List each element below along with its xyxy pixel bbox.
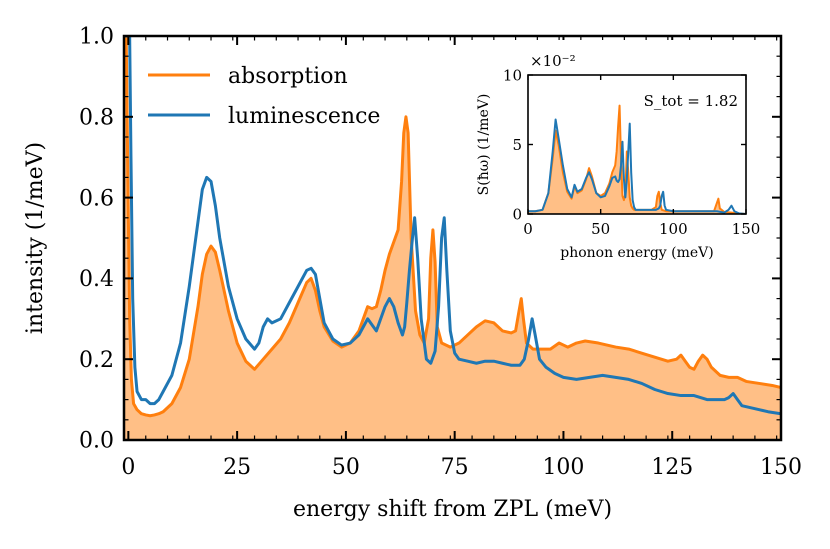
x-tick-label: 0 (121, 455, 135, 480)
x-tick-label: 100 (542, 455, 584, 480)
x-tick-label: 75 (441, 455, 469, 480)
absorption-line (124, 36, 781, 418)
y-tick-label: 0.4 (79, 267, 114, 292)
x-axis-label: energy shift from ZPL (meV) (293, 497, 612, 522)
absorption-fill-area (124, 36, 781, 440)
inset-offset-label: ×10⁻² (530, 52, 576, 70)
luminescence-line (528, 118, 746, 214)
x-tick-label: 125 (651, 455, 693, 480)
x-tick-label: 50 (332, 455, 360, 480)
y-tick-label: 0 (512, 205, 522, 223)
x-tick-label: 0 (523, 220, 533, 238)
y-tick-label: 10 (503, 66, 522, 84)
x-tick-label: 150 (732, 220, 761, 238)
y-axis-label: intensity (1/meV) (23, 142, 48, 334)
plot-area (124, 36, 781, 440)
luminescence-line (124, 36, 781, 416)
absorption-fill-area (528, 105, 746, 214)
inset-annotation: S_tot = 1.82 (644, 92, 738, 110)
y-tick-label: 0.8 (79, 106, 114, 131)
y-axis-label: S(ħω) (1/meV) (476, 94, 492, 196)
x-tick-label: 25 (223, 455, 251, 480)
y-tick-label: 0.6 (79, 186, 114, 211)
legend-label-luminescence: luminescence (228, 104, 380, 129)
x-tick-label: 100 (659, 220, 688, 238)
y-tick-label: 0.0 (79, 429, 114, 454)
legend-label-absorption: absorption (228, 64, 348, 89)
plot-area (528, 104, 746, 214)
y-tick-label: 0.2 (79, 348, 114, 373)
x-axis-label: phonon energy (meV) (560, 245, 714, 261)
main-plot: 0 25 50 75 100 125 1500.00.20.40.60.81.0energy… (23, 25, 802, 522)
x-tick-label: 150 (760, 455, 802, 480)
y-tick-label: 1.0 (79, 25, 114, 50)
y-tick-label: 5 (512, 136, 522, 154)
x-tick-label: 50 (591, 220, 610, 238)
inset-plot: 0 50 100 150 0 5 10 phonon energy (meV) S(ħω) (1… (470, 40, 770, 261)
